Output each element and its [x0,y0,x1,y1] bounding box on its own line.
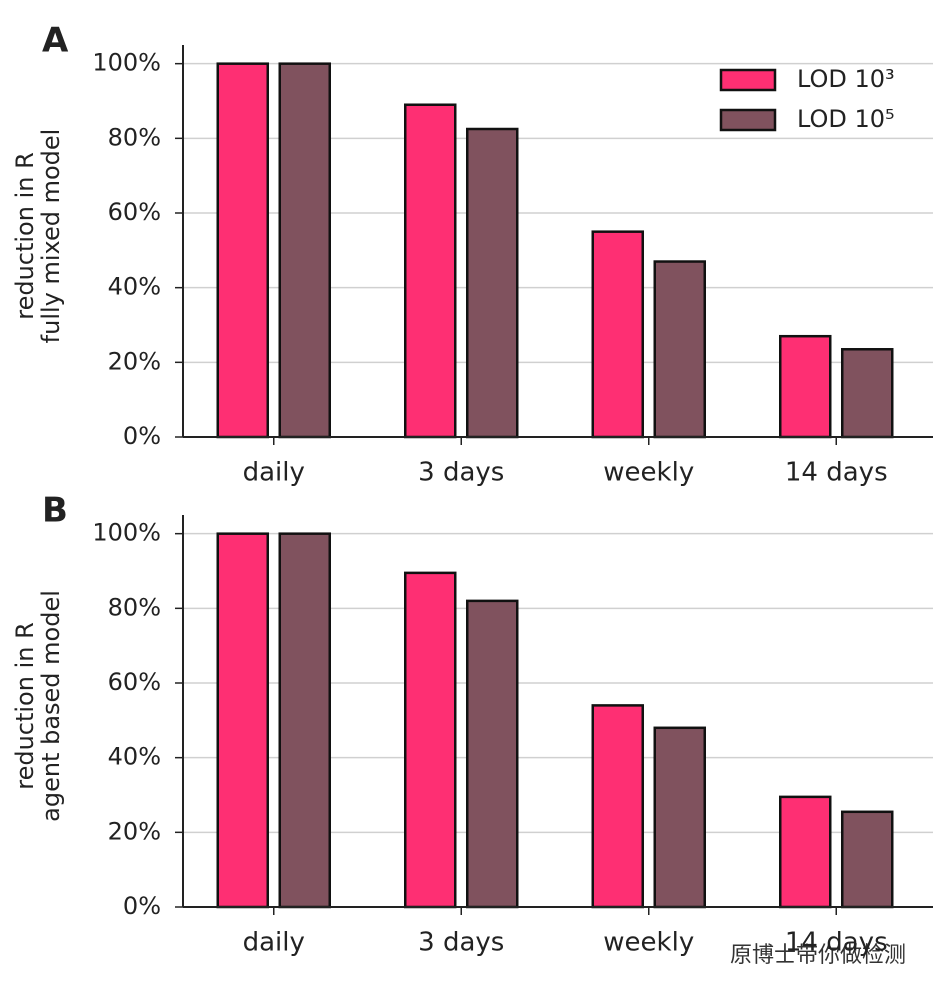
bar [216,532,269,909]
bar [779,795,832,909]
legend-label: LOD 10³ [797,65,895,93]
legend-label: LOD 10⁵ [797,105,895,133]
bar [466,599,519,909]
panel: 0% 20% 40% 60% 80% 100% daily 3 days weekly 14 da… [11,21,933,488]
y-tick-label: 100% [92,519,161,547]
x-tick-label: weekly [603,928,694,958]
x-tick-label: 14 days [785,458,888,488]
y-axis-label: reduction in R [11,622,39,790]
watermark: 原博士带你做检测 [730,943,906,968]
y-tick-label: 80% [108,593,161,621]
y-tick-label: 40% [108,273,161,301]
bar [653,726,706,909]
bar [591,230,644,439]
x-tick-label: 3 days [418,458,504,488]
legend-swatch [719,108,777,132]
bar [404,103,457,439]
y-tick-label: 20% [108,817,161,845]
panel-label: A [42,21,69,61]
y-axis-label: fully mixed model [37,129,65,344]
panel: 0% 20% 40% 60% 80% 100% daily 3 days weekly 14 da… [11,491,933,958]
y-axis-label: reduction in R [11,152,39,320]
y-tick-label: 80% [108,123,161,151]
bar [216,62,269,439]
x-tick-label: daily [243,928,305,958]
y-axis-label: agent based model [37,590,65,822]
y-tick-label: 0% [123,422,161,450]
y-tick-label: 60% [108,198,161,226]
legend-swatch [719,68,777,92]
x-tick-label: daily [243,458,305,488]
y-tick-label: 0% [123,892,161,920]
panel-label: B [42,491,68,531]
bar [841,810,894,909]
x-tick-label: 14 days [785,928,888,958]
y-tick-label: 40% [108,743,161,771]
bar [466,127,519,439]
bar [278,532,331,909]
bar [404,571,457,909]
x-tick-label: 3 days [418,928,504,958]
x-tick-label: weekly [603,458,694,488]
bar [653,260,706,439]
bar [841,348,894,439]
y-tick-label: 20% [108,347,161,375]
bar [591,704,644,909]
y-tick-label: 100% [92,49,161,77]
y-tick-label: 60% [108,668,161,696]
bar [779,334,832,439]
bar [278,62,331,439]
